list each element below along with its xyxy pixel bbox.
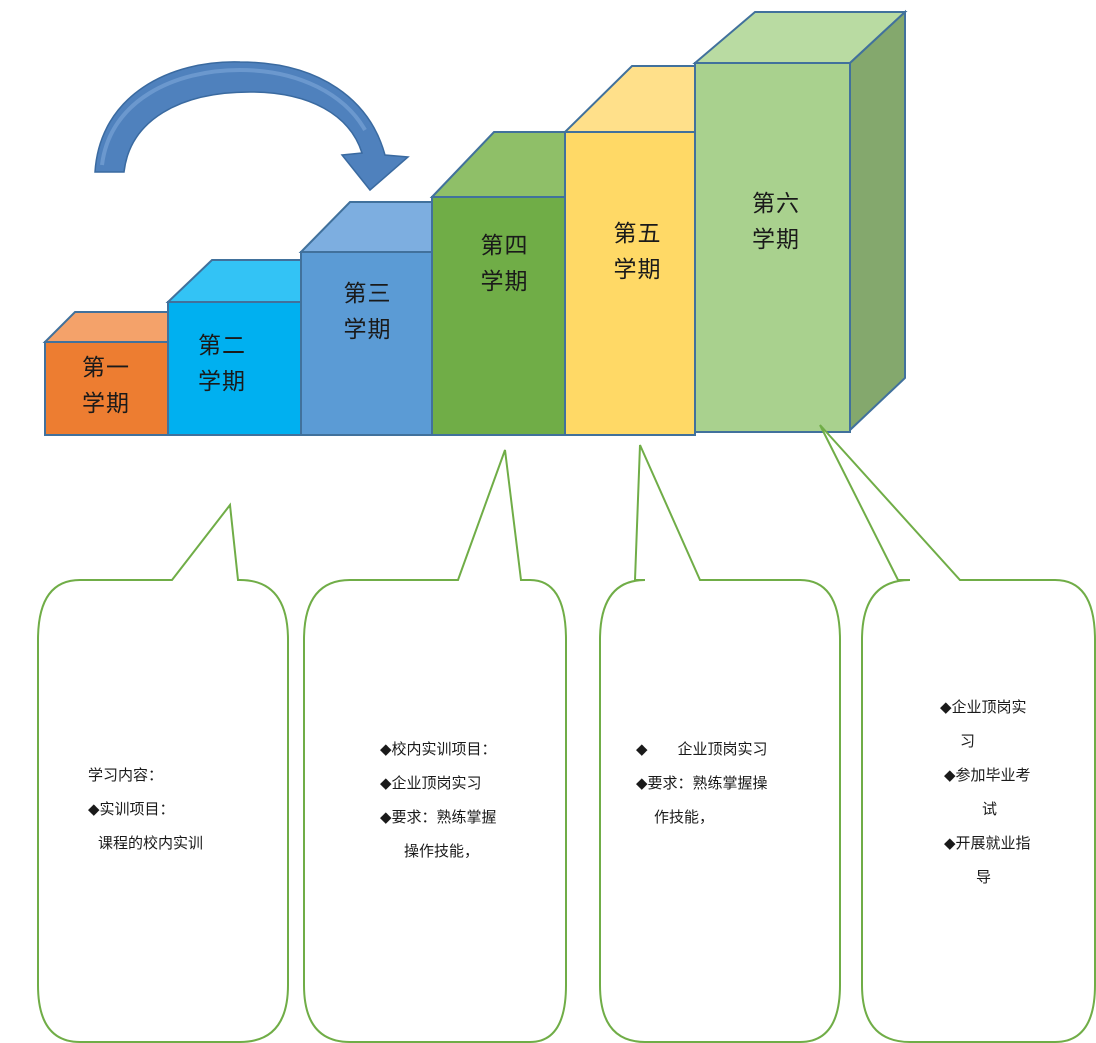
bubble-2-line: ◆要求：熟练掌握 xyxy=(380,808,497,826)
bubble-4-line: 导 xyxy=(976,868,992,886)
term-2-line1: 第二 xyxy=(198,333,246,359)
term-6-block xyxy=(692,9,908,433)
bubble-4-line: 试 xyxy=(982,800,998,818)
term-5-label: 第五 学期 xyxy=(585,216,690,288)
bubble-3-text: ◆ 企业顶岗实习 ◆要求：熟练掌握操 作技能， xyxy=(636,732,768,834)
term-1-label: 第一 学期 xyxy=(56,350,156,422)
term-5-line2: 学期 xyxy=(613,257,662,283)
bubble-2-line: ◆校内实训项目： xyxy=(380,740,497,758)
callout-bubble-2 xyxy=(303,449,567,1043)
bubble-4-line: ◆企业顶岗实 xyxy=(940,698,1027,716)
term-1-line2: 学期 xyxy=(82,391,130,417)
callout-bubble-3 xyxy=(599,444,841,1043)
term-2-label: 第二 学期 xyxy=(168,328,276,400)
bubble-2-line: ◆企业顶岗实习 xyxy=(380,774,482,792)
bubble-1-text: 学习内容： ◆实训项目： 课程的校内实训 xyxy=(88,758,203,860)
bubble-1-line: 课程的校内实训 xyxy=(98,834,204,852)
bubble-1-line: ◆实训项目： xyxy=(88,800,175,818)
bubble-4-line: ◆开展就业指 xyxy=(944,834,1031,852)
bubble-4-line: ◆参加毕业考 xyxy=(944,766,1031,784)
term-4-line1: 第四 xyxy=(480,233,529,259)
bubble-3-line: ◆要求：熟练掌握操 xyxy=(636,774,768,792)
bubble-2-line: 操作技能， xyxy=(404,842,480,860)
term-1-line1: 第一 xyxy=(82,355,130,381)
bubble-2-text: ◆校内实训项目： ◆企业顶岗实习 ◆要求：熟练掌握 操作技能， xyxy=(380,732,497,868)
term-6-line2: 学期 xyxy=(752,227,800,253)
term-5-line1: 第五 xyxy=(613,221,662,247)
callout-bubble-4 xyxy=(819,424,1096,1043)
term-6-line1: 第六 xyxy=(752,191,800,217)
term-4-label: 第四 学期 xyxy=(452,228,557,300)
term-2-line2: 学期 xyxy=(198,369,246,395)
term-3-label: 第三 学期 xyxy=(315,276,420,348)
bubble-3-line: ◆ 企业顶岗实习 xyxy=(636,740,768,758)
bubble-3-line: 作技能， xyxy=(654,808,715,826)
bubble-1-line: 学习内容： xyxy=(88,766,164,784)
callout-bubble-1 xyxy=(37,502,289,1043)
term-6-label: 第六 学期 xyxy=(722,186,830,258)
bubble-4-text: ◆企业顶岗实 习 ◆参加毕业考 试 ◆开展就业指 导 xyxy=(940,690,1031,894)
term-1-block xyxy=(42,311,201,436)
term-3-line1: 第三 xyxy=(343,281,392,307)
term-4-line2: 学期 xyxy=(480,269,529,295)
curved-arrow-icon xyxy=(94,61,410,192)
bubble-4-line: 习 xyxy=(960,732,976,750)
term-3-line2: 学期 xyxy=(343,317,392,343)
